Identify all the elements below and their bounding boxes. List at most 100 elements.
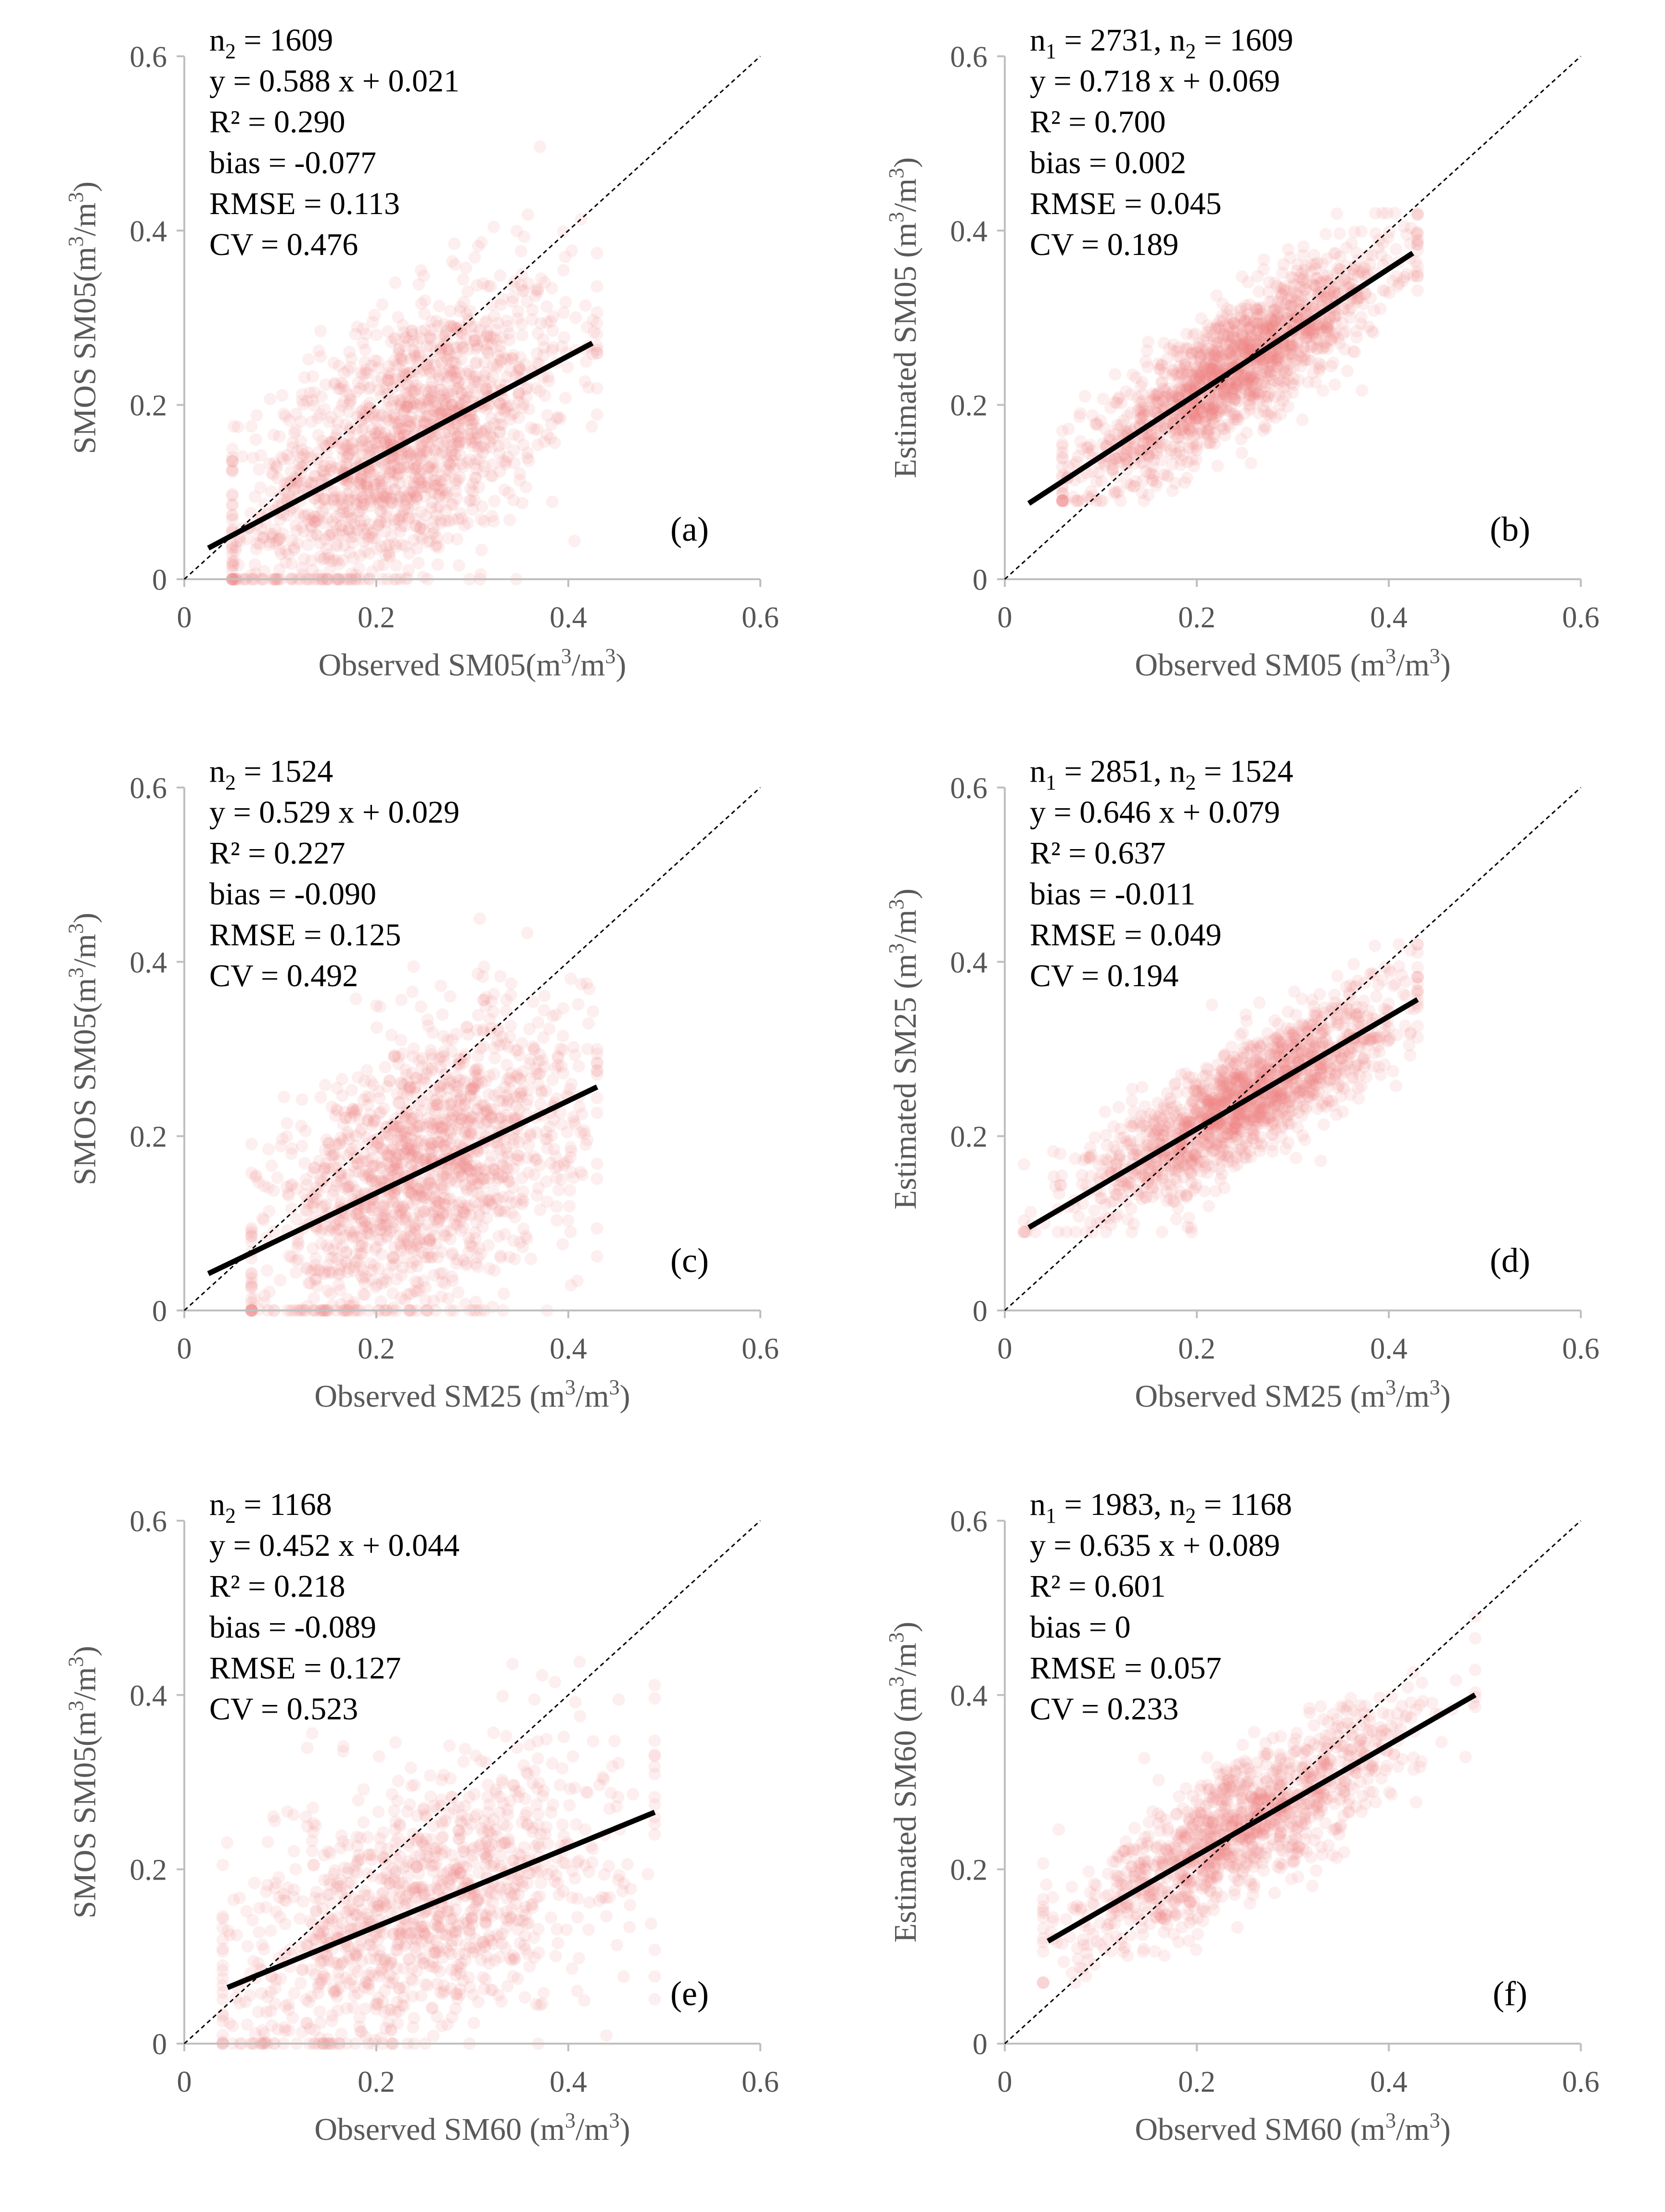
data-point [1056, 424, 1069, 437]
data-point [349, 1139, 362, 1152]
data-point [248, 490, 261, 503]
data-point [552, 1183, 565, 1196]
y-tick-label: 0 [973, 564, 987, 597]
data-point [410, 1072, 423, 1085]
data-point [587, 314, 599, 327]
data-point [405, 324, 418, 337]
data-point [372, 423, 385, 436]
data-point [1051, 1225, 1064, 1238]
data-point [421, 1218, 434, 1231]
data-point [507, 291, 520, 304]
data-point [267, 1184, 280, 1197]
x-axis-label: Observed SM25 (m3/m3) [314, 1375, 630, 1414]
data-point [1299, 260, 1312, 273]
data-point [392, 394, 405, 407]
data-point [461, 343, 474, 356]
data-point [590, 1222, 603, 1235]
data-point [531, 285, 544, 298]
data-point [1299, 354, 1312, 367]
y-tick-label: 0 [152, 564, 167, 597]
data-point [470, 1216, 483, 1229]
data-point [487, 220, 500, 233]
data-point [534, 1098, 547, 1111]
data-point [359, 545, 371, 558]
data-point [494, 298, 507, 311]
data-point [393, 343, 406, 356]
data-point [448, 356, 461, 369]
data-point [372, 361, 384, 374]
data-point [486, 298, 499, 311]
data-point [366, 527, 379, 540]
data-point [448, 366, 461, 379]
data-point [298, 525, 310, 538]
data-point [458, 519, 471, 532]
data-point [300, 1261, 313, 1274]
data-point [412, 349, 425, 362]
data-point [573, 1100, 586, 1113]
data-point [587, 1005, 600, 1018]
data-point [386, 475, 399, 488]
data-point [288, 544, 300, 556]
data-point [1114, 419, 1127, 432]
data-point [470, 339, 483, 352]
data-point [433, 1213, 446, 1226]
data-point [281, 509, 293, 522]
data-point [232, 559, 245, 572]
data-point [1323, 312, 1336, 325]
data-point [382, 325, 395, 338]
data-point [383, 468, 396, 481]
data-point [350, 1104, 363, 1117]
data-point [319, 1265, 332, 1278]
data-point [378, 426, 391, 439]
data-point [298, 510, 311, 523]
data-point [295, 1093, 308, 1106]
data-point [488, 417, 500, 430]
data-point [357, 523, 370, 536]
data-point [245, 1276, 258, 1289]
data-point [488, 1089, 500, 1102]
data-point [441, 371, 454, 383]
data-point [533, 384, 546, 397]
data-point [554, 412, 567, 425]
data-point [226, 498, 239, 511]
data-point [516, 329, 528, 342]
data-point [514, 245, 527, 258]
data-point [500, 1146, 513, 1159]
data-point [345, 1083, 358, 1096]
data-point [337, 502, 350, 515]
data-point [400, 450, 413, 463]
data-point [1111, 396, 1123, 409]
data-point [467, 440, 480, 453]
data-point [1109, 368, 1122, 381]
data-point [475, 544, 488, 557]
data-point [501, 320, 514, 332]
data-point [1136, 388, 1149, 401]
data-point [517, 1222, 530, 1235]
data-point [385, 1029, 398, 1042]
data-point [1142, 335, 1154, 348]
data-point [388, 519, 401, 532]
data-point [354, 472, 367, 485]
data-point [347, 530, 360, 543]
data-point [343, 398, 356, 410]
data-point [1348, 226, 1361, 239]
data-point [336, 524, 349, 537]
data-point [454, 305, 466, 318]
data-point [359, 1288, 371, 1301]
data-point [495, 356, 508, 368]
data-point [307, 1242, 320, 1255]
data-point [475, 236, 488, 249]
data-point [1356, 384, 1369, 397]
data-point [486, 458, 499, 471]
data-point [1195, 405, 1208, 418]
panel-label: (b) [1490, 510, 1530, 548]
data-point [1056, 437, 1069, 450]
data-point [564, 1184, 576, 1197]
data-point [457, 378, 470, 391]
data-point [493, 396, 506, 409]
data-point [1297, 240, 1310, 253]
data-point [418, 490, 431, 503]
y-tick-label: 0.4 [950, 215, 988, 248]
data-point [549, 1161, 562, 1174]
